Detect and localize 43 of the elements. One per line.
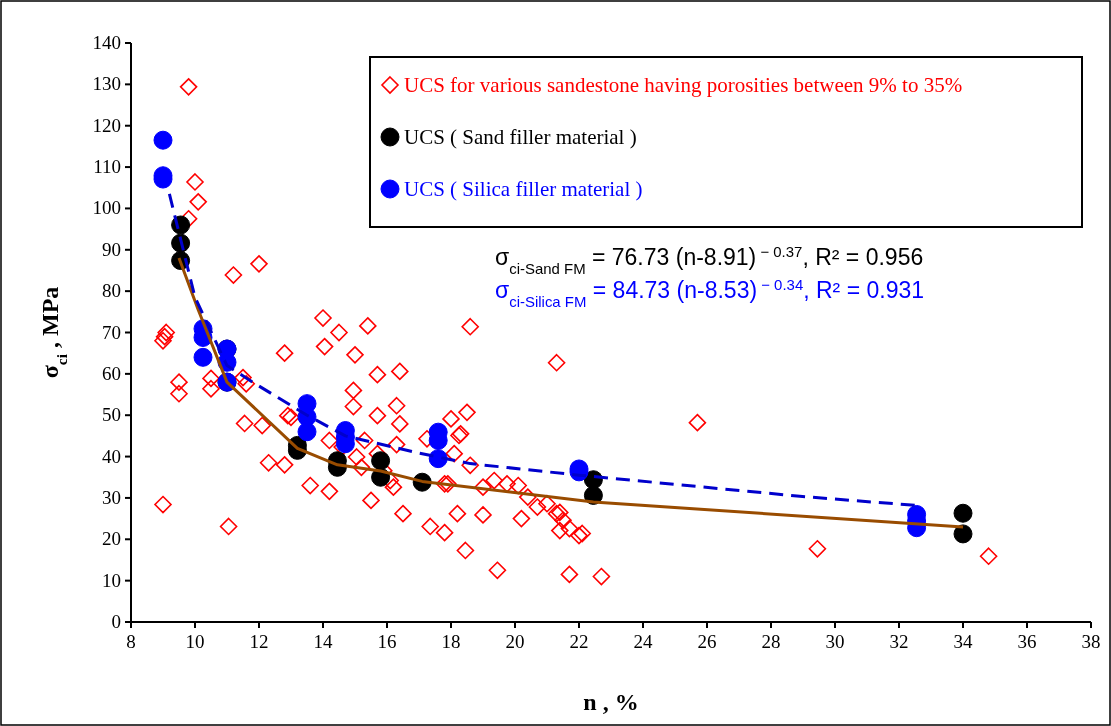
y-tick-label: 70 xyxy=(102,321,121,343)
point xyxy=(153,130,173,150)
point xyxy=(953,503,973,523)
x-tick-label: 36 xyxy=(1017,631,1037,652)
x-axis-title: n , % xyxy=(583,689,639,715)
x-tick-label: 10 xyxy=(185,631,205,652)
point xyxy=(297,422,317,442)
x-tick-label: 12 xyxy=(249,631,269,652)
legend-label: UCS ( Silica filler material ) xyxy=(404,177,643,201)
x-tick-label: 18 xyxy=(441,631,461,652)
x-tick-label: 28 xyxy=(761,631,781,652)
point xyxy=(953,524,973,544)
y-tick-label: 90 xyxy=(102,238,121,260)
y-tick-label: 100 xyxy=(92,197,121,219)
y-tick-label: 80 xyxy=(102,280,121,302)
point xyxy=(193,347,213,367)
x-tick-label: 14 xyxy=(313,631,333,652)
legend-label: UCS for various sandestone having porosities between 9% to 35% xyxy=(404,73,963,97)
x-tick-label: 24 xyxy=(633,631,653,652)
y-tick-label: 60 xyxy=(102,362,121,384)
y-tick-label: 30 xyxy=(102,486,121,508)
x-tick-label: 34 xyxy=(953,631,973,652)
annotation: σ$_{ci-Sand FM}$ = 76.73 (n-8.91) $^{− 0.37}$, R² = 0.956 xyxy=(495,242,924,277)
annotation: σ$_{ci-Silica FM}$ = 84.73 (n-8.53) $^{− 0.34}$, R² = 0.931 xyxy=(495,275,925,310)
x-tick-label: 32 xyxy=(889,631,909,652)
y-tick-label: 50 xyxy=(102,404,121,426)
x-tick-label: 38 xyxy=(1081,631,1101,652)
y-tick-label: 110 xyxy=(93,156,121,178)
y-tick-label: 20 xyxy=(102,528,121,550)
y-tick-label: 140 xyxy=(92,32,121,53)
x-tick-label: 26 xyxy=(697,631,717,652)
point xyxy=(371,451,391,471)
y-tick-label: 40 xyxy=(102,445,121,467)
y-tick-label: 0 xyxy=(111,611,121,632)
x-tick-label: 20 xyxy=(505,631,525,652)
x-tick-label: 22 xyxy=(569,631,589,652)
legend-label: UCS ( Sand filler material ) xyxy=(404,125,637,149)
x-tick-label: 16 xyxy=(377,631,397,652)
y-tick-label: 10 xyxy=(102,569,121,591)
y-tick-label: 130 xyxy=(92,73,121,95)
y-tick-label: 120 xyxy=(92,114,121,136)
x-tick-label: 30 xyxy=(825,631,845,652)
x-tick-label: 8 xyxy=(126,631,136,652)
